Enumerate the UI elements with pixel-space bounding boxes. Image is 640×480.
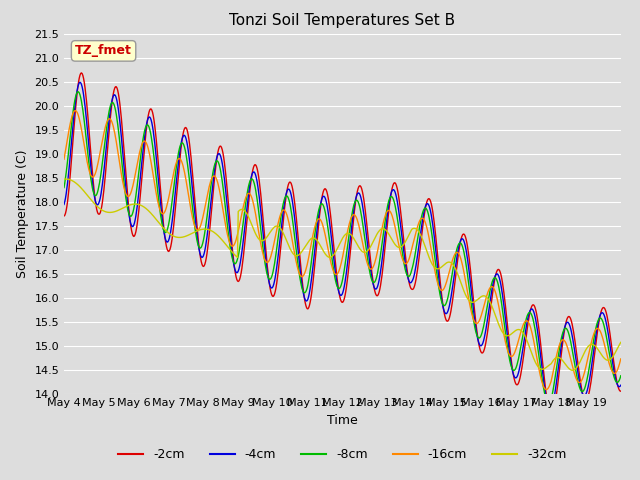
-32cm — [401, 240, 408, 246]
-8cm — [74, 89, 82, 95]
Line: -8cm: -8cm — [64, 92, 621, 403]
-4cm — [432, 247, 440, 252]
-4cm — [76, 79, 84, 85]
-32cm — [617, 339, 625, 345]
-16cm — [432, 272, 440, 278]
-16cm — [126, 192, 134, 197]
-16cm — [277, 210, 285, 216]
-2cm — [401, 245, 408, 251]
-8cm — [432, 262, 440, 267]
-8cm — [401, 263, 408, 269]
-16cm — [60, 156, 68, 162]
-16cm — [542, 387, 550, 393]
-4cm — [228, 253, 236, 259]
Line: -2cm: -2cm — [64, 73, 621, 416]
-4cm — [126, 218, 134, 224]
-4cm — [401, 254, 408, 260]
-16cm — [228, 243, 236, 249]
-4cm — [617, 383, 625, 388]
-2cm — [432, 233, 440, 239]
X-axis label: Time: Time — [327, 414, 358, 427]
-2cm — [60, 213, 68, 219]
-4cm — [547, 407, 554, 413]
-32cm — [126, 202, 134, 208]
-8cm — [228, 256, 236, 262]
Line: -16cm: -16cm — [64, 111, 621, 390]
Legend: -2cm, -4cm, -8cm, -16cm, -32cm: -2cm, -4cm, -8cm, -16cm, -32cm — [113, 443, 572, 466]
-32cm — [277, 226, 285, 232]
-4cm — [277, 227, 285, 232]
-16cm — [401, 260, 408, 266]
-32cm — [228, 250, 236, 255]
-32cm — [60, 176, 68, 182]
Line: -32cm: -32cm — [64, 179, 621, 370]
-16cm — [256, 237, 264, 242]
-2cm — [547, 413, 555, 419]
-32cm — [61, 176, 69, 182]
-2cm — [126, 218, 134, 224]
-8cm — [256, 220, 264, 226]
-8cm — [277, 213, 285, 219]
Text: TZ_fmet: TZ_fmet — [75, 44, 132, 58]
-2cm — [277, 240, 285, 246]
-2cm — [617, 388, 625, 394]
-8cm — [617, 373, 625, 379]
-16cm — [72, 108, 79, 114]
-2cm — [77, 70, 85, 76]
Title: Tonzi Soil Temperatures Set B: Tonzi Soil Temperatures Set B — [229, 13, 456, 28]
-32cm — [432, 265, 440, 271]
-8cm — [545, 400, 553, 406]
-32cm — [256, 237, 264, 243]
-2cm — [256, 184, 264, 190]
Y-axis label: Soil Temperature (C): Soil Temperature (C) — [16, 149, 29, 278]
-2cm — [228, 247, 236, 252]
-4cm — [256, 201, 264, 206]
Line: -4cm: -4cm — [64, 82, 621, 410]
-16cm — [617, 356, 625, 362]
-8cm — [126, 213, 134, 219]
-32cm — [568, 367, 576, 373]
-4cm — [60, 202, 68, 207]
-8cm — [60, 185, 68, 191]
